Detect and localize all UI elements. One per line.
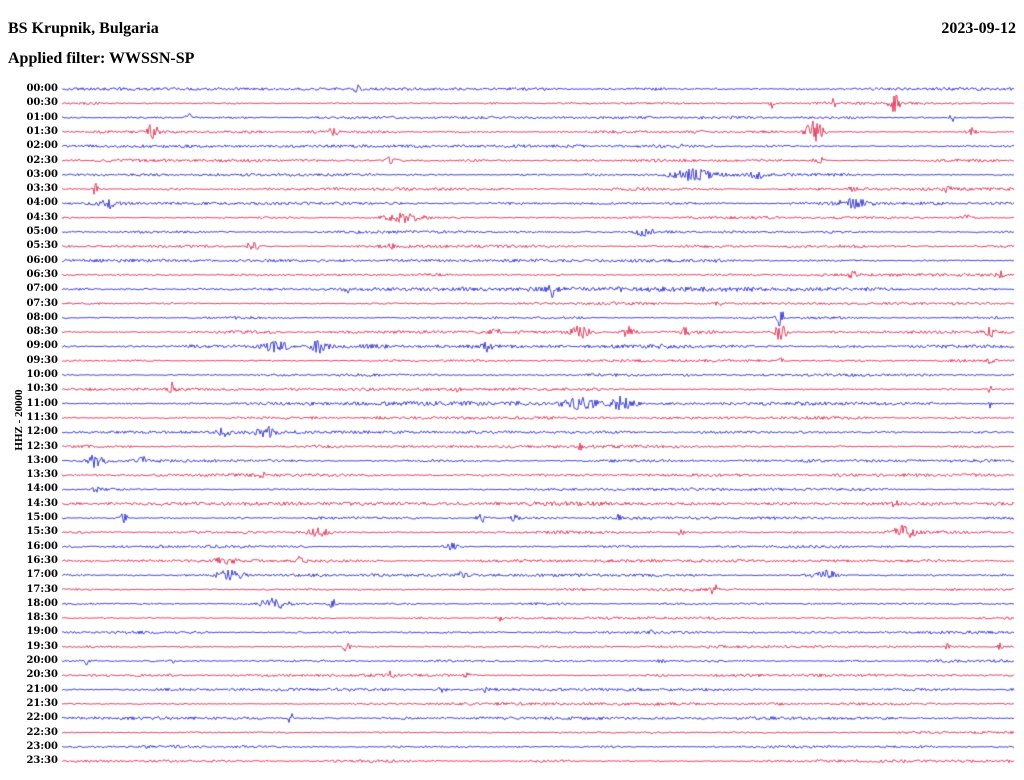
- time-label: 11:00: [26, 397, 58, 409]
- time-label: 12:00: [26, 426, 58, 438]
- time-label: 06:00: [26, 254, 58, 266]
- time-label: 14:30: [26, 497, 58, 509]
- time-label: 00:30: [26, 97, 58, 109]
- time-label: 17:00: [26, 569, 58, 581]
- time-label: 19:30: [26, 640, 58, 652]
- time-label: 09:00: [26, 340, 58, 352]
- time-label: 05:30: [26, 240, 58, 252]
- time-label: 07:00: [26, 283, 58, 295]
- station-title: BS Krupnik, Bulgaria: [8, 20, 159, 37]
- time-label: 21:00: [26, 683, 58, 695]
- time-label: 16:30: [26, 554, 58, 566]
- time-label: 03:30: [26, 183, 58, 195]
- time-label: 22:30: [26, 726, 58, 738]
- time-label: 13:00: [26, 454, 58, 466]
- time-label: 02:00: [26, 140, 58, 152]
- time-label: 04:30: [26, 211, 58, 223]
- time-label: 22:00: [26, 712, 58, 724]
- time-label: 00:00: [26, 83, 58, 94]
- time-label: 08:30: [26, 326, 58, 338]
- time-label: 18:00: [26, 597, 58, 609]
- date-label: 2023-09-12: [941, 20, 1016, 37]
- time-label: 20:00: [26, 655, 58, 666]
- time-label: 01:30: [26, 125, 58, 137]
- time-label: 02:30: [26, 154, 58, 166]
- time-label: 04:00: [26, 197, 58, 209]
- time-label: 17:30: [26, 583, 58, 595]
- time-label: 08:00: [26, 311, 58, 323]
- time-label: 06:30: [26, 268, 58, 280]
- time-label: 10:30: [26, 383, 58, 395]
- time-label: 05:00: [26, 226, 58, 237]
- time-label: 19:00: [26, 626, 58, 638]
- time-label: 23:00: [26, 740, 58, 752]
- time-label: 03:00: [26, 168, 58, 180]
- time-label: 10:00: [26, 369, 58, 380]
- time-label: 11:30: [26, 411, 58, 423]
- time-label: 09:30: [26, 354, 58, 366]
- time-label: 23:30: [26, 755, 58, 767]
- time-label: 07:30: [26, 297, 58, 309]
- time-label: 15:00: [26, 512, 58, 523]
- time-label: 18:30: [26, 612, 58, 624]
- filter-label: Applied filter: WWSSN-SP: [8, 50, 195, 67]
- time-label: 15:30: [26, 526, 58, 538]
- time-label: 21:30: [26, 697, 58, 709]
- time-label: 14:00: [26, 483, 58, 495]
- time-label: 12:30: [26, 440, 58, 452]
- time-label: 13:30: [26, 469, 58, 481]
- time-label: 16:00: [26, 540, 58, 552]
- time-label: 20:30: [26, 669, 58, 681]
- time-label: 01:00: [26, 111, 58, 123]
